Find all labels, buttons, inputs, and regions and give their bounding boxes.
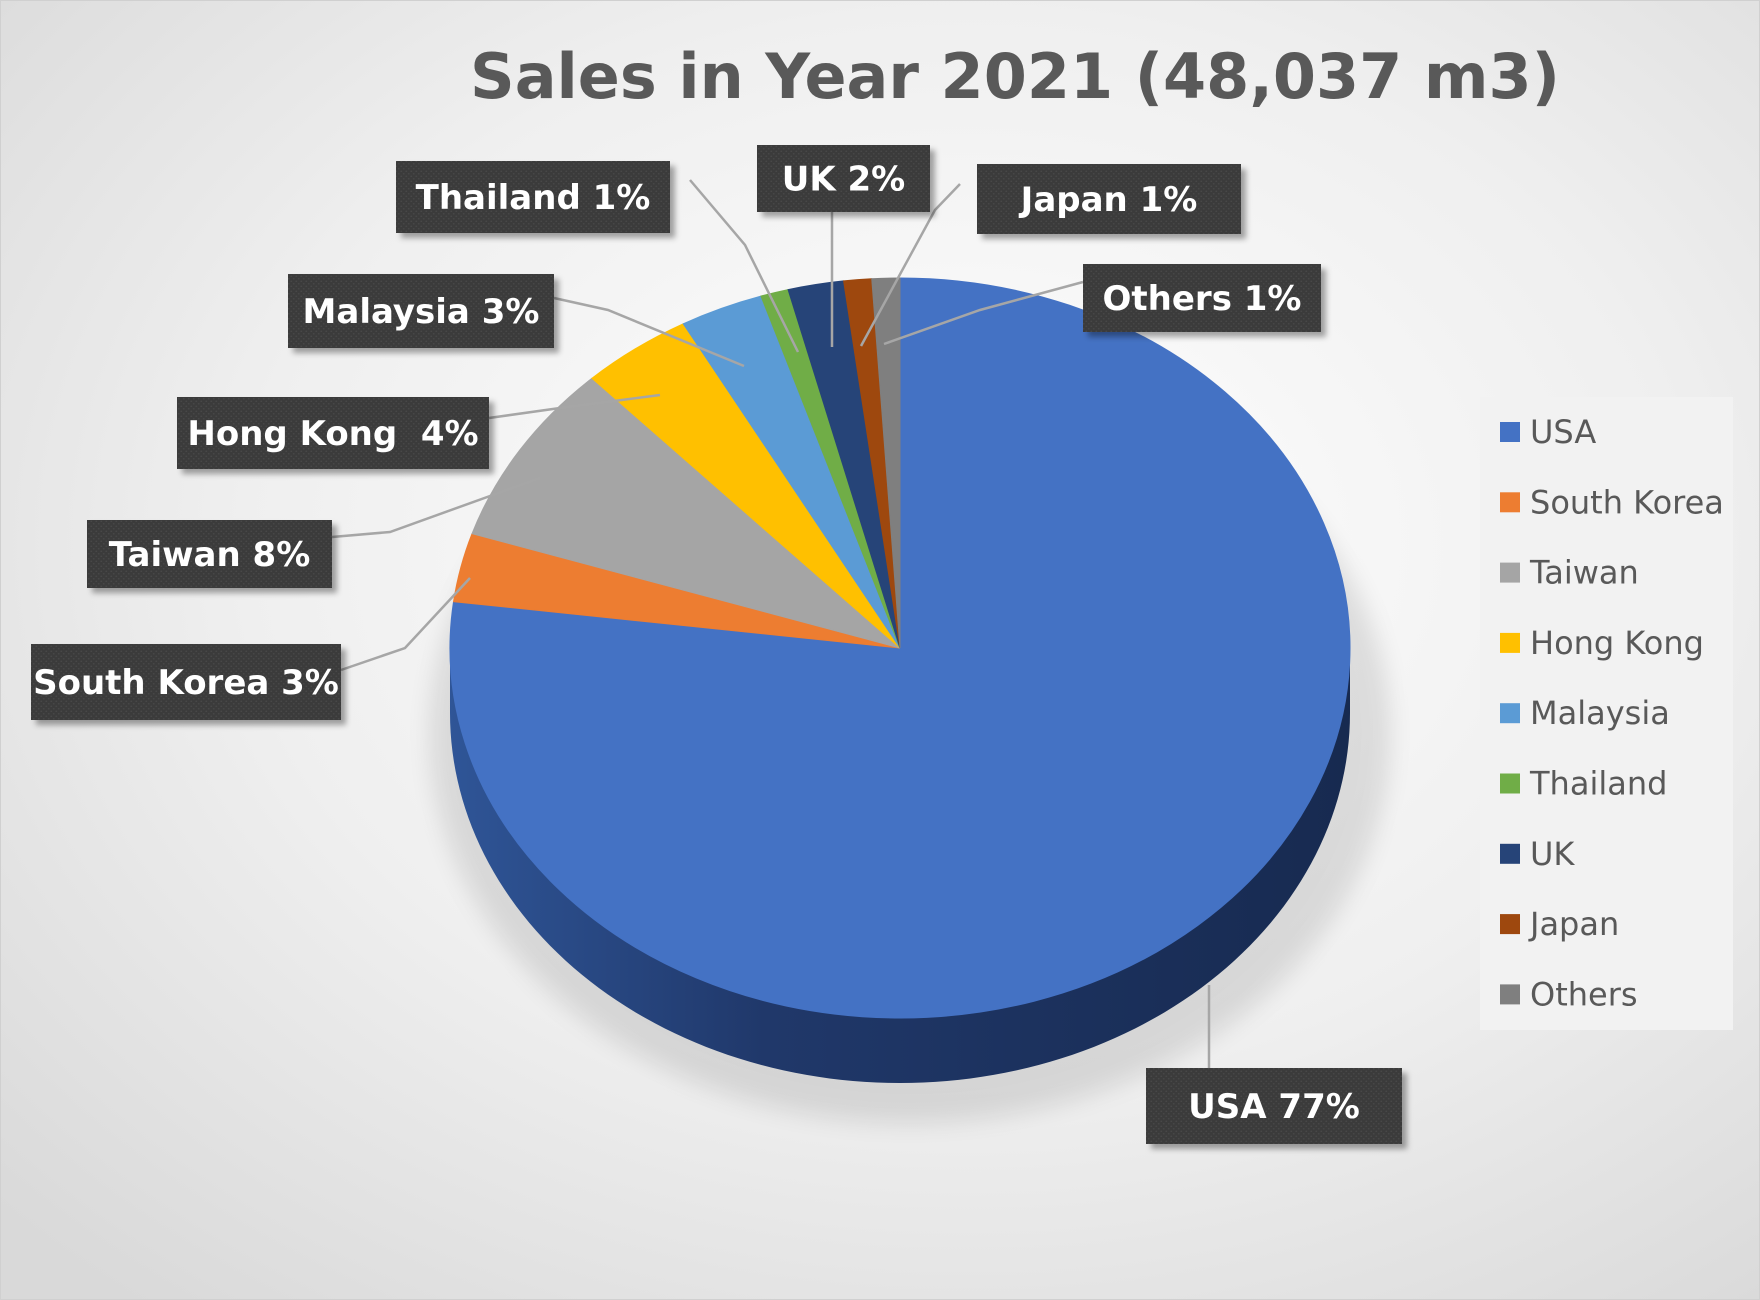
data-label-box bbox=[396, 161, 670, 233]
pie-slice-others bbox=[871, 277, 901, 649]
data-label-box bbox=[87, 520, 332, 588]
legend-swatch bbox=[1500, 843, 1520, 864]
legend-item-usa: USA bbox=[1500, 413, 1596, 451]
data-label-text: Others 1% bbox=[1103, 279, 1302, 319]
data-label-hong-kong: Hong Kong 4% bbox=[177, 397, 489, 469]
legend-label: Others bbox=[1530, 975, 1638, 1013]
pie-slice-usa bbox=[449, 277, 1351, 1019]
legend-item-uk: UK bbox=[1500, 835, 1575, 873]
data-label-text: Taiwan 8% bbox=[109, 535, 311, 575]
legend-item-others: Others bbox=[1500, 975, 1638, 1013]
leader-line-south-korea bbox=[340, 577, 471, 672]
data-label-box bbox=[977, 164, 1241, 234]
leader-line-others bbox=[883, 280, 1084, 346]
data-label-text: Thailand 1% bbox=[416, 178, 651, 218]
data-label-box bbox=[1083, 264, 1321, 332]
legend-item-japan: Japan bbox=[1500, 905, 1619, 943]
legend-label: Hong Kong bbox=[1530, 624, 1704, 662]
legend-item-hong-kong: Hong Kong bbox=[1500, 624, 1704, 662]
data-label-box bbox=[1146, 1068, 1402, 1144]
data-label-taiwan: Taiwan 8% bbox=[87, 520, 332, 588]
legend-swatch bbox=[1500, 984, 1520, 1005]
data-labels: USA 77% South Korea 3% Taiwan 8% Hong Kong … bbox=[31, 145, 1402, 1144]
data-label-thailand: Thailand 1% bbox=[396, 161, 670, 233]
data-label-box bbox=[757, 145, 930, 212]
legend-box bbox=[1480, 397, 1733, 1030]
data-label-box bbox=[288, 274, 554, 348]
pie-side bbox=[450, 648, 1350, 1083]
data-label-text: UK 2% bbox=[782, 160, 906, 200]
chart-title: Sales in Year 2021 (48,037 m3) bbox=[470, 40, 1560, 113]
data-label-south-korea: South Korea 3% bbox=[31, 644, 341, 720]
legend-swatch bbox=[1500, 773, 1520, 794]
legend-swatch bbox=[1500, 703, 1520, 724]
data-label-japan: Japan 1% bbox=[977, 164, 1241, 234]
data-label-others: Others 1% bbox=[1083, 264, 1321, 332]
legend-item-malaysia: Malaysia bbox=[1500, 694, 1670, 732]
data-label-box bbox=[31, 644, 341, 720]
legend-item-taiwan: Taiwan bbox=[1500, 554, 1639, 592]
data-label-text: USA 77% bbox=[1188, 1087, 1360, 1127]
legend-swatch bbox=[1500, 492, 1520, 513]
data-label-usa: USA 77% bbox=[1146, 1068, 1402, 1144]
legend-label: Malaysia bbox=[1530, 694, 1670, 732]
legend-label: Taiwan bbox=[1529, 554, 1639, 592]
data-label-text: Malaysia 3% bbox=[303, 292, 540, 332]
pie-slice-taiwan bbox=[471, 377, 901, 649]
data-label-box bbox=[177, 397, 489, 469]
legend-swatch bbox=[1500, 562, 1520, 583]
legend-label: UK bbox=[1530, 835, 1575, 873]
data-label-text: Hong Kong 4% bbox=[187, 414, 478, 454]
leader-line-japan bbox=[859, 183, 961, 347]
leader-line-thailand bbox=[689, 179, 800, 353]
leader-line-hong-kong bbox=[488, 393, 661, 420]
legend-swatch bbox=[1500, 422, 1520, 442]
data-label-malaysia: Malaysia 3% bbox=[288, 274, 554, 348]
leader-lines bbox=[331, 179, 1211, 1068]
legend-item-thailand: Thailand bbox=[1500, 765, 1667, 803]
legend-label: Japan bbox=[1528, 905, 1619, 943]
data-label-text: Japan 1% bbox=[1019, 180, 1198, 220]
legend-label: Thailand bbox=[1529, 765, 1667, 803]
data-label-text: South Korea 3% bbox=[33, 663, 339, 703]
pie-side-wall bbox=[450, 648, 1350, 1083]
pie-slices bbox=[449, 277, 1351, 1019]
data-label-uk: UK 2% bbox=[757, 145, 930, 212]
leader-line-taiwan bbox=[331, 476, 541, 539]
legend: USA South Korea Taiwan Hong Kong Malaysia Tha… bbox=[1480, 397, 1733, 1030]
legend-label: USA bbox=[1530, 413, 1596, 451]
legend-label: South Korea bbox=[1530, 483, 1724, 521]
leader-line-malaysia bbox=[553, 296, 745, 368]
legend-swatch bbox=[1500, 632, 1520, 653]
legend-item-south-korea: South Korea bbox=[1500, 483, 1724, 521]
legend-swatch bbox=[1500, 914, 1520, 935]
